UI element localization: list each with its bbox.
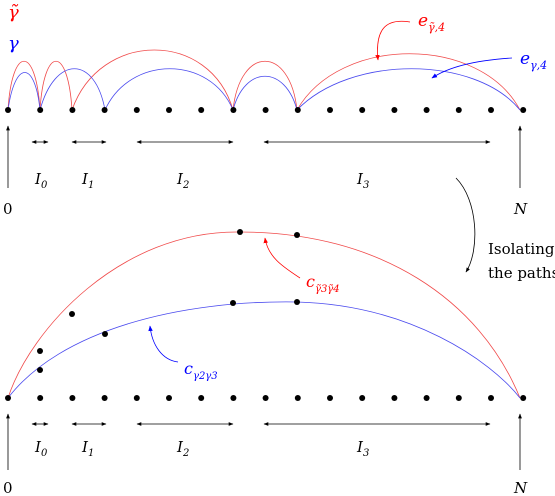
top-blue-arc	[39, 68, 106, 111]
axis-dot	[101, 395, 108, 401]
axis-dot	[359, 395, 366, 401]
axis-dot	[327, 107, 333, 113]
axis-dot	[520, 395, 527, 401]
axis-dot	[198, 395, 205, 401]
axis-dot	[262, 395, 269, 401]
top-blue-arc	[7, 72, 41, 111]
top-blue-arc	[104, 68, 234, 111]
axis-dot	[37, 395, 44, 401]
top-blue-arc	[232, 75, 298, 111]
interval-label-i1: I1	[81, 438, 94, 459]
bottom-blue-callout-arrow	[148, 325, 179, 363]
start-label: 0	[3, 200, 13, 218]
start-label: 0	[3, 479, 13, 496]
red-arc-point	[237, 229, 243, 235]
top-blue-callout-arrow	[431, 57, 513, 79]
axis-dot	[69, 107, 76, 113]
bottom-red-callout-label: cγ̃3γ̃4	[306, 272, 340, 295]
top-axis-dots	[5, 107, 527, 113]
axis-dot	[294, 107, 301, 113]
axis-dot	[455, 107, 462, 113]
axis-dot	[423, 395, 430, 401]
top-red-arc	[71, 49, 234, 111]
transition-arrow	[455, 177, 476, 273]
axis-dot	[198, 107, 205, 113]
axis-dot	[455, 395, 462, 401]
axis-dot	[488, 395, 494, 401]
top-blue-callout-label: eγ,4	[520, 49, 547, 72]
axis-dot	[391, 107, 398, 113]
axis-dot	[230, 395, 237, 401]
top-red-arc	[39, 61, 73, 111]
blue-arc-point	[230, 300, 236, 306]
axis-dot	[230, 107, 237, 113]
interval-label-i3: I3	[356, 170, 369, 191]
blue-arc-point	[102, 331, 108, 337]
bottom-panel: cγ̃3γ̃4 cγ2γ3 I0 I1 I2 I3 0 N	[3, 229, 528, 496]
top-panel: eγ̃,4 eγ,4 I0 I1 I2 I3 0 N	[3, 11, 547, 218]
axis-dot	[69, 395, 76, 401]
top-red-arc	[296, 53, 521, 111]
axis-dot	[391, 395, 398, 401]
bottom-blue-arc	[7, 301, 521, 399]
axis-dot	[133, 107, 140, 113]
axis-dot	[423, 107, 430, 113]
bottom-red-callout-arrow	[263, 237, 301, 279]
interval-label-i2: I2	[176, 438, 189, 459]
axis-dot	[327, 395, 333, 401]
red-arc-point	[69, 311, 75, 317]
blue-arc-point	[37, 367, 43, 373]
red-arc-point	[294, 232, 300, 238]
interval-label-i1: I1	[81, 170, 94, 191]
legend-gamma-tilde: γ̃	[8, 2, 19, 23]
axis-dot	[488, 107, 494, 113]
top-red-arcs	[7, 49, 521, 111]
axis-dot	[5, 107, 11, 113]
bottom-red-arc	[7, 231, 521, 399]
bottom-arc-points	[37, 229, 300, 373]
top-blue-arc	[296, 68, 521, 111]
interval-label-i0: I0	[34, 438, 48, 459]
axis-dot	[520, 107, 527, 113]
interval-label-i0: I0	[34, 170, 48, 191]
top-blue-arcs	[7, 68, 521, 111]
top-red-arc	[232, 60, 298, 111]
transition-text-line2: the paths	[488, 264, 555, 282]
interval-label-i2: I2	[176, 170, 189, 191]
axis-dot	[262, 107, 269, 113]
blue-arc-point	[294, 299, 300, 305]
legend-gamma: γ	[8, 33, 19, 54]
end-label: N	[513, 200, 528, 218]
axis-dot	[5, 395, 11, 401]
transition-text-line1: Isolating	[488, 240, 555, 258]
interval-label-i3: I3	[356, 438, 369, 459]
end-label: N	[513, 479, 528, 496]
red-arc-point	[37, 348, 43, 354]
top-red-arc	[7, 61, 41, 111]
axis-dot	[294, 395, 301, 401]
axis-dot	[166, 107, 172, 113]
top-red-callout-label: eγ̃,4	[418, 11, 445, 34]
bottom-axis-dots	[5, 395, 527, 401]
axis-dot	[101, 107, 108, 113]
axis-dot	[133, 395, 140, 401]
axis-dot	[37, 107, 44, 113]
top-red-callout-arrow	[375, 20, 411, 61]
axis-dot	[166, 395, 172, 401]
bottom-blue-callout-label: cγ2γ3	[184, 359, 218, 382]
axis-dot	[359, 107, 366, 113]
